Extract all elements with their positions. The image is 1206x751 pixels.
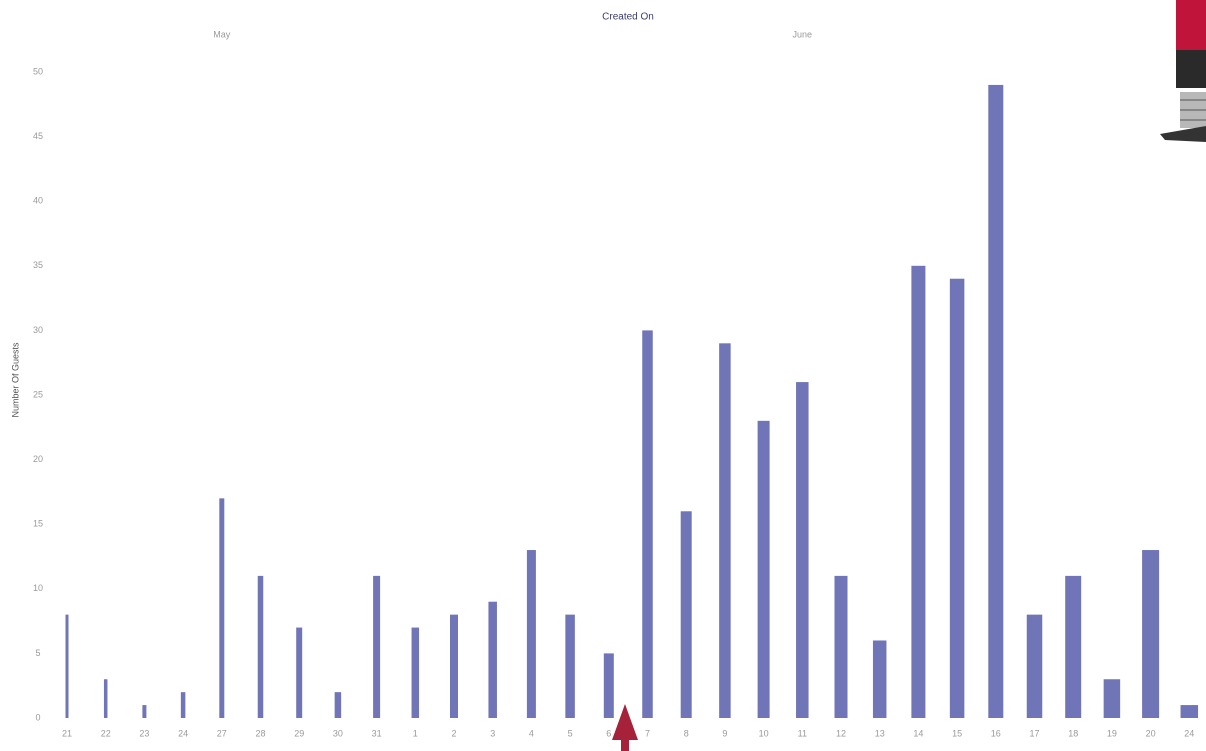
bar [872,640,887,718]
x-tick-label: 31 [372,728,382,738]
bar [334,692,342,718]
bar [103,679,108,718]
x-tick-label: 30 [333,728,343,738]
x-tick-label: 19 [1107,728,1117,738]
bar [1103,679,1121,718]
x-tick-label: 24 [1184,728,1194,738]
x-tick-label: 11 [798,728,807,738]
y-tick-label: 5 [35,648,40,658]
red-arrow [612,704,638,751]
bar [296,627,303,718]
bar [411,627,420,718]
bar [1142,550,1160,718]
y-tick-label: 30 [33,325,43,335]
bar [642,330,653,718]
bar [757,420,770,718]
x-tick-label: 18 [1068,728,1078,738]
x-tick-label: 29 [294,728,304,738]
y-tick-label: 0 [35,712,40,722]
x-tick-label: 24 [178,728,188,738]
bar [603,653,614,718]
bar [1180,705,1199,718]
x-tick-label: 6 [606,728,611,738]
bar [949,278,965,718]
x-tick-label: 2 [451,728,456,738]
month-label: May [213,29,231,39]
y-tick-label: 40 [33,196,43,206]
bar [373,575,381,718]
y-tick-label: 45 [33,131,43,141]
x-tick-label: 28 [255,728,265,738]
y-tick-label: 50 [33,66,43,76]
red-object [1160,0,1206,142]
x-tick-label: 23 [139,728,149,738]
bar [796,382,809,718]
x-tick-label: 13 [875,728,885,738]
x-tick-label: 14 [913,728,923,738]
bar [180,692,186,718]
bar [680,511,692,718]
x-tick-label: 4 [529,728,534,738]
bar [257,575,264,718]
y-tick-label: 20 [33,454,43,464]
bar [911,265,926,718]
bar [65,614,69,718]
y-tick-label: 10 [33,583,43,593]
bar [219,498,225,718]
x-tick-label: 7 [645,728,650,738]
bar [719,343,731,718]
bar [450,614,458,718]
x-tick-label: 27 [217,728,227,738]
bar [988,84,1004,719]
x-tick-label: 12 [836,728,846,738]
bar [834,575,848,718]
y-tick-label: 15 [33,519,43,529]
bar [565,614,575,718]
bar [1065,575,1082,718]
bar [142,705,147,718]
bar [1026,614,1043,718]
bar [526,550,536,718]
y-axis-label: Number Of Guests [10,342,20,418]
y-tick-label: 35 [33,260,43,270]
x-tick-label: 16 [991,728,1001,738]
x-tick-label: 17 [1029,728,1039,738]
x-tick-label: 8 [684,728,689,738]
x-tick-label: 9 [722,728,727,738]
x-tick-label: 10 [759,728,769,738]
x-tick-label: 5 [568,728,573,738]
month-label: June [793,29,813,39]
chart-title: Created On [602,12,654,23]
x-tick-label: 1 [413,728,418,738]
x-tick-label: 22 [101,728,111,738]
x-tick-label: 20 [1146,728,1156,738]
x-tick-label: 15 [952,728,962,738]
y-tick-label: 25 [33,389,43,399]
bar [488,601,497,718]
x-tick-label: 3 [490,728,495,738]
x-tick-label: 21 [62,728,72,738]
